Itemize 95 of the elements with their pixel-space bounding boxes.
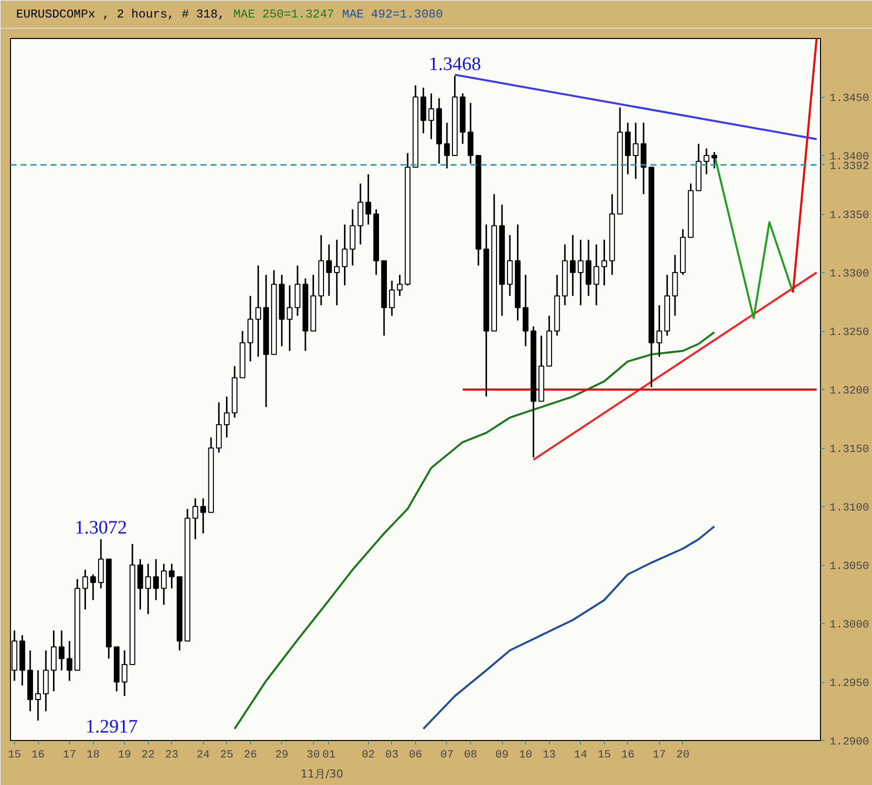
x-tick-label: 17 <box>652 750 666 762</box>
y-tick-label: 1.3200 <box>830 386 870 398</box>
candlestick <box>468 102 474 164</box>
text: MAE 250=1.3247 <box>233 8 334 22</box>
candlestick <box>444 122 450 170</box>
candlestick <box>286 284 293 352</box>
candlestick <box>507 234 513 297</box>
candlestick <box>342 224 348 286</box>
x-tick-label: 19 <box>118 750 132 762</box>
y-tick-label: 1.3000 <box>830 620 870 632</box>
candlestick <box>43 650 49 712</box>
chart-title: EURUSDCOMPx , 2 hours, # 318, <box>16 8 225 22</box>
candlestick <box>334 238 340 306</box>
candlestick <box>200 498 206 534</box>
x-tick-label: 10 <box>518 750 532 762</box>
candlestick <box>358 182 364 246</box>
candlestick <box>66 640 72 682</box>
candlestick <box>632 122 639 180</box>
x-tick-label: 18 <box>86 750 100 762</box>
candlestick <box>247 295 254 362</box>
text: 11月/30 <box>300 768 344 780</box>
candlestick <box>396 274 403 297</box>
candlestick <box>389 280 395 317</box>
y-tick-label: 1.2950 <box>830 678 870 690</box>
candlestick <box>224 396 230 438</box>
y-tick-label: 1.3300 <box>830 268 870 280</box>
candlestick <box>428 92 434 140</box>
candlestick <box>50 630 57 692</box>
candlestick <box>711 151 718 170</box>
candlestick <box>58 630 64 672</box>
x-tick-label: 15 <box>8 750 22 762</box>
x-tick-label: 16 <box>31 750 45 762</box>
candlestick <box>704 148 710 175</box>
x-tick-label: 22 <box>142 750 155 762</box>
x-tick-label: 02 <box>362 750 375 762</box>
candlestick <box>656 304 662 358</box>
y-tick-label: 1.3350 <box>830 210 870 222</box>
candlestick <box>601 238 608 286</box>
candlestick <box>586 238 592 297</box>
candlestick <box>672 254 678 317</box>
candlestick <box>82 568 88 610</box>
x-tick-label: 01 <box>322 750 336 762</box>
text: MAE 492=1.3080 <box>342 8 443 22</box>
candlestick <box>98 538 104 590</box>
candlestick <box>216 402 222 454</box>
x-tick-label: 15 <box>598 750 611 762</box>
y-tick-label: 1.3250 <box>830 327 870 339</box>
candlestick <box>168 563 175 590</box>
candlestick <box>294 264 300 317</box>
x-tick-label: 20 <box>676 750 690 762</box>
annotation: 1.2917 <box>86 716 138 738</box>
annotation: 1.3072 <box>74 517 128 538</box>
x-tick-label: 13 <box>542 750 556 762</box>
x-tick-label: 14 <box>574 750 588 762</box>
candlestick <box>153 558 159 601</box>
candlestick <box>640 122 646 195</box>
candlestick <box>137 558 144 610</box>
x-tick-label: 17 <box>62 750 76 762</box>
ref-line-label: 1.3392 <box>830 160 870 173</box>
candlestick <box>365 173 372 226</box>
candlestick <box>522 274 528 347</box>
candlestick <box>90 574 96 601</box>
x-tick-label: 09 <box>495 750 509 762</box>
candlestick <box>420 86 426 134</box>
y-tick-label: 1.3050 <box>830 561 870 573</box>
x-tick-label: 08 <box>464 750 478 762</box>
line-series <box>234 331 716 730</box>
candlestick <box>350 208 356 266</box>
x-tick-label: 30 <box>306 750 320 762</box>
candlestick <box>160 563 167 606</box>
x-tick-label: 06 <box>408 750 422 762</box>
x-tick-label: 23 <box>165 750 178 762</box>
candlestick <box>192 498 198 540</box>
x-tick-label: 16 <box>621 750 634 762</box>
candlestick <box>326 244 332 297</box>
x-tick-label: 25 <box>220 750 234 762</box>
x-tick-label: 24 <box>196 750 210 762</box>
candlestick <box>145 563 151 615</box>
candlestick <box>122 650 128 697</box>
x-tick-label: 29 <box>275 750 288 762</box>
candlestick <box>35 670 41 722</box>
candlestick <box>594 244 600 306</box>
candlestick <box>578 238 584 306</box>
annotation: 1.3468 <box>428 54 481 75</box>
y-tick-label: 1.3450 <box>830 93 870 105</box>
candlestick <box>570 234 576 297</box>
candlestick <box>624 122 631 175</box>
x-tick-label: 26 <box>244 750 257 762</box>
x-tick-label: 03 <box>385 750 399 762</box>
y-tick-label: 1.3100 <box>830 502 870 514</box>
y-tick-label: 1.3150 <box>830 444 870 456</box>
candlestick <box>255 264 262 358</box>
y-tick-label: 1.2900 <box>830 736 870 748</box>
line-series <box>422 525 716 730</box>
x-tick-label: 07 <box>440 750 454 762</box>
